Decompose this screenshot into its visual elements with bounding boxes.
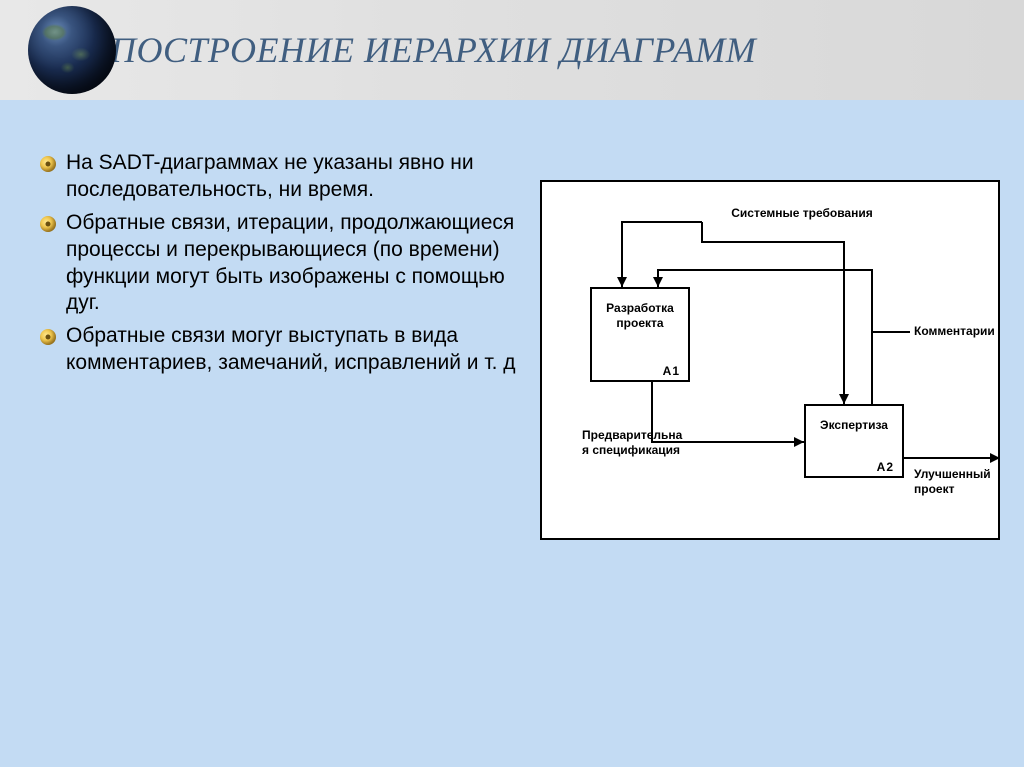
- node-a1-code: А1: [663, 364, 680, 378]
- sadt-diagram: Разработкапроекта А1 Экспертиза А2 Систе…: [540, 180, 1000, 540]
- node-a2: Экспертиза А2: [804, 404, 904, 478]
- bullet-text: Обратные связи могуr выступать в вида ко…: [66, 323, 520, 377]
- bullet-list: На SADT-диаграммах не указаны явно ни по…: [40, 150, 520, 540]
- label-prespec: Предварительная спецификация: [582, 428, 712, 458]
- bullet-item: Обратные связи, итерации, продолжающиеся…: [40, 210, 520, 318]
- label-improved: Улучшенныйпроект: [914, 467, 1004, 497]
- bullet-item: Обратные связи могуr выступать в вида ко…: [40, 323, 520, 377]
- label-comments: Комментарии: [914, 324, 1004, 339]
- bullet-icon: [40, 156, 56, 172]
- node-a1: Разработкапроекта А1: [590, 287, 690, 382]
- label-system-req: Системные требования: [712, 206, 892, 221]
- bullet-item: На SADT-диаграммах не указаны явно ни по…: [40, 150, 520, 204]
- bullet-icon: [40, 329, 56, 345]
- node-a1-label: Разработкапроекта: [592, 289, 688, 331]
- bullet-icon: [40, 216, 56, 232]
- bullet-text: На SADT-диаграммах не указаны явно ни по…: [66, 150, 520, 204]
- bullet-text: Обратные связи, итерации, продолжающиеся…: [66, 210, 520, 318]
- slide-header: ПОСТРОЕНИЕ ИЕРАРХИИ ДИАГРАММ: [0, 0, 1024, 100]
- node-a2-label: Экспертиза: [806, 406, 902, 433]
- slide-content: На SADT-диаграммах не указаны явно ни по…: [0, 100, 1024, 540]
- diagram-frame: Разработкапроекта А1 Экспертиза А2 Систе…: [540, 180, 1000, 540]
- globe-icon: [28, 6, 116, 94]
- node-a2-code: А2: [877, 460, 894, 474]
- slide-title: ПОСТРОЕНИЕ ИЕРАРХИИ ДИАГРАММ: [110, 29, 756, 71]
